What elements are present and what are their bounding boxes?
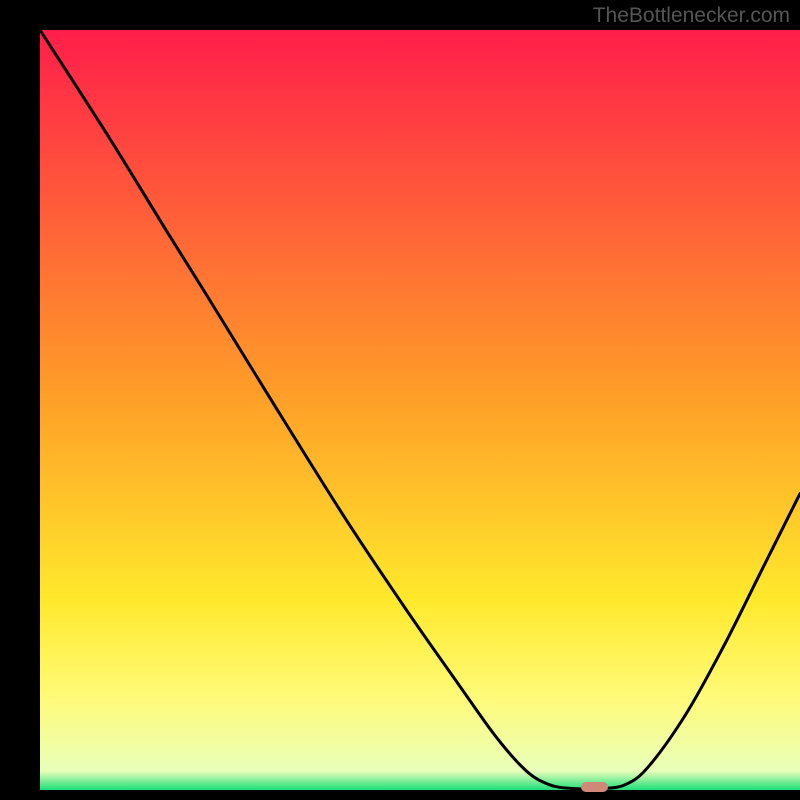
- optimal-marker: [581, 782, 608, 793]
- chart-container: TheBottlenecker.com: [0, 0, 800, 800]
- bottleneck-curve: [40, 30, 800, 789]
- curve-svg: [0, 0, 800, 800]
- watermark-text: TheBottlenecker.com: [593, 4, 790, 28]
